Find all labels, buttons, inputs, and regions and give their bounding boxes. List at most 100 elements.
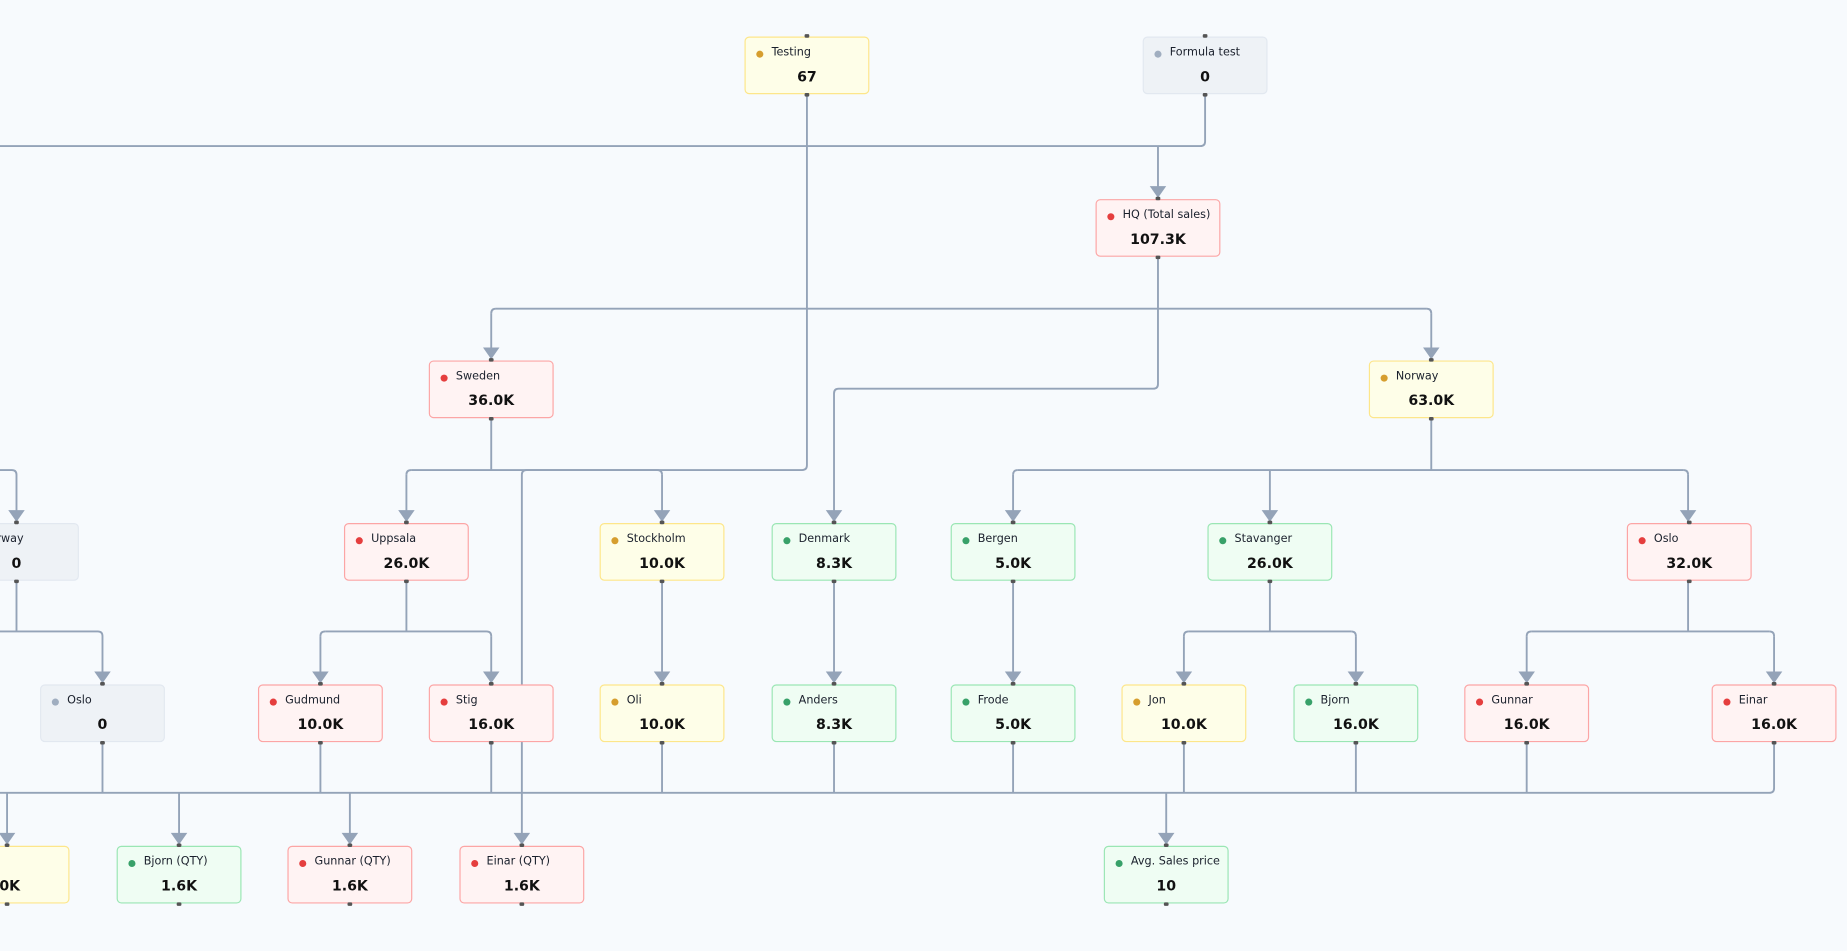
input-handle[interactable] (100, 682, 105, 686)
input-handle[interactable] (1428, 358, 1434, 362)
node-gunnar-qty[interactable]: Gunnar (QTY) 1.6K (287, 843, 413, 906)
arrow-head-icon (94, 671, 111, 684)
output-handle[interactable] (318, 740, 323, 745)
input-handle[interactable] (1353, 682, 1359, 686)
output-handle[interactable] (347, 902, 353, 906)
output-handle[interactable] (1010, 740, 1016, 745)
output-handle[interactable] (1267, 579, 1273, 584)
node-gudmund[interactable]: Gudmund 10.0K (257, 682, 383, 745)
node-jon[interactable]: Jon 10.0K (1121, 682, 1247, 745)
input-handle[interactable] (318, 682, 323, 686)
node-gunnar[interactable]: Gunnar 16.0K (1464, 682, 1590, 745)
output-handle[interactable] (659, 740, 665, 745)
status-dot-icon (128, 859, 136, 868)
node-bjorn-qty[interactable]: Bjorn (QTY) 1.6K (116, 843, 242, 906)
node-formula-test[interactable]: Formula test 0 (1142, 34, 1268, 97)
input-handle[interactable] (659, 682, 665, 686)
status-dot-icon (1107, 213, 1115, 221)
node-hq-total-sales[interactable]: HQ (Total sales) 107.3K (1095, 196, 1221, 260)
node-label: Formula test (1169, 45, 1241, 59)
status-dot-icon (783, 537, 791, 545)
input-handle[interactable] (831, 520, 837, 525)
input-handle[interactable] (347, 843, 353, 847)
node-label: Einar (QTY) (486, 855, 551, 869)
input-handle[interactable] (1181, 682, 1187, 686)
output-handle[interactable] (404, 579, 409, 584)
arrow-head-icon (1423, 347, 1440, 360)
output-handle[interactable] (1010, 579, 1016, 584)
input-handle[interactable] (659, 520, 665, 525)
input-handle[interactable] (831, 682, 837, 686)
node-bergen[interactable]: Bergen 5.0K (950, 520, 1076, 584)
node-value: 32.0K (1666, 554, 1713, 572)
node-bjorn[interactable]: Bjorn 16.0K (1293, 682, 1419, 745)
input-handle[interactable] (519, 843, 525, 847)
status-dot-icon (1133, 698, 1141, 706)
status-dot-icon (611, 698, 619, 706)
edge (1182, 630, 1189, 637)
input-handle[interactable] (1686, 520, 1692, 525)
input-handle[interactable] (1771, 682, 1777, 686)
output-handle[interactable] (488, 740, 494, 745)
node-label: Jon (1148, 693, 1166, 707)
input-handle[interactable] (1010, 682, 1016, 686)
node-stockholm[interactable]: Stockholm 10.0K (599, 520, 725, 584)
input-handle[interactable] (1267, 520, 1273, 525)
output-handle[interactable] (1686, 579, 1692, 584)
output-handle[interactable] (659, 579, 665, 584)
node-einar[interactable]: Einar 16.0K (1711, 682, 1837, 745)
output-handle[interactable] (1181, 740, 1187, 745)
output-handle[interactable] (831, 579, 837, 584)
input-handle[interactable] (14, 520, 19, 525)
node-norway[interactable]: Norway 63.0K (1368, 358, 1494, 421)
input-handle[interactable] (804, 34, 810, 38)
output-handle[interactable] (1524, 740, 1530, 745)
output-handle[interactable] (1155, 255, 1161, 260)
node-anders[interactable]: Anders 8.3K (771, 682, 897, 745)
node-einar-qty[interactable]: Einar (QTY) 1.6K (459, 843, 585, 906)
input-handle[interactable] (488, 682, 494, 686)
node-oslo[interactable]: Oslo 32.0K (1626, 520, 1752, 584)
output-handle[interactable] (519, 902, 525, 906)
output-handle[interactable] (488, 417, 494, 421)
input-handle[interactable] (1202, 34, 1208, 38)
node-stig[interactable]: Stig 16.0K (428, 682, 554, 745)
input-handle[interactable] (1155, 196, 1161, 201)
arrow-head-icon (1679, 510, 1697, 522)
input-handle[interactable] (1010, 520, 1016, 525)
node--qty[interactable]: (QTY) .0K (0, 843, 70, 906)
input-handle[interactable] (1163, 843, 1169, 847)
node-stavanger[interactable]: Stavanger 26.0K (1207, 520, 1333, 584)
output-handle[interactable] (176, 902, 182, 906)
output-handle[interactable] (804, 93, 810, 97)
output-handle[interactable] (100, 740, 105, 745)
output-handle[interactable] (1771, 740, 1777, 745)
output-handle[interactable] (1163, 902, 1169, 906)
output-handle[interactable] (831, 740, 837, 745)
input-handle[interactable] (4, 843, 10, 847)
input-handle[interactable] (1524, 682, 1530, 686)
output-handle[interactable] (1353, 740, 1359, 745)
node-oslo[interactable]: Oslo 0 (40, 682, 165, 745)
output-handle[interactable] (4, 902, 10, 906)
input-handle[interactable] (404, 520, 409, 525)
status-dot-icon (269, 698, 277, 706)
node-sweden[interactable]: Sweden 36.0K (428, 358, 554, 421)
input-handle[interactable] (488, 358, 494, 362)
node-value: 1.6K (503, 877, 540, 895)
input-handle[interactable] (176, 843, 182, 847)
node-frode[interactable]: Frode 5.0K (950, 682, 1076, 745)
node-testing[interactable]: Testing 67 (744, 34, 870, 97)
node-uppsala[interactable]: Uppsala 26.0K (343, 520, 469, 584)
node-norway[interactable]: Norway 0 (0, 520, 79, 584)
edge (1351, 630, 1357, 637)
node-avg-sales-price[interactable]: Avg. Sales price 10 (1103, 843, 1229, 906)
output-handle[interactable] (1202, 93, 1208, 97)
output-handle[interactable] (1428, 417, 1434, 421)
status-dot-icon (440, 698, 448, 706)
output-handle[interactable] (14, 579, 19, 584)
node-label: Bjorn (QTY) (143, 855, 208, 869)
node-oli[interactable]: Oli 10.0K (599, 682, 725, 745)
node-denmark[interactable]: Denmark 8.3K (771, 520, 897, 584)
